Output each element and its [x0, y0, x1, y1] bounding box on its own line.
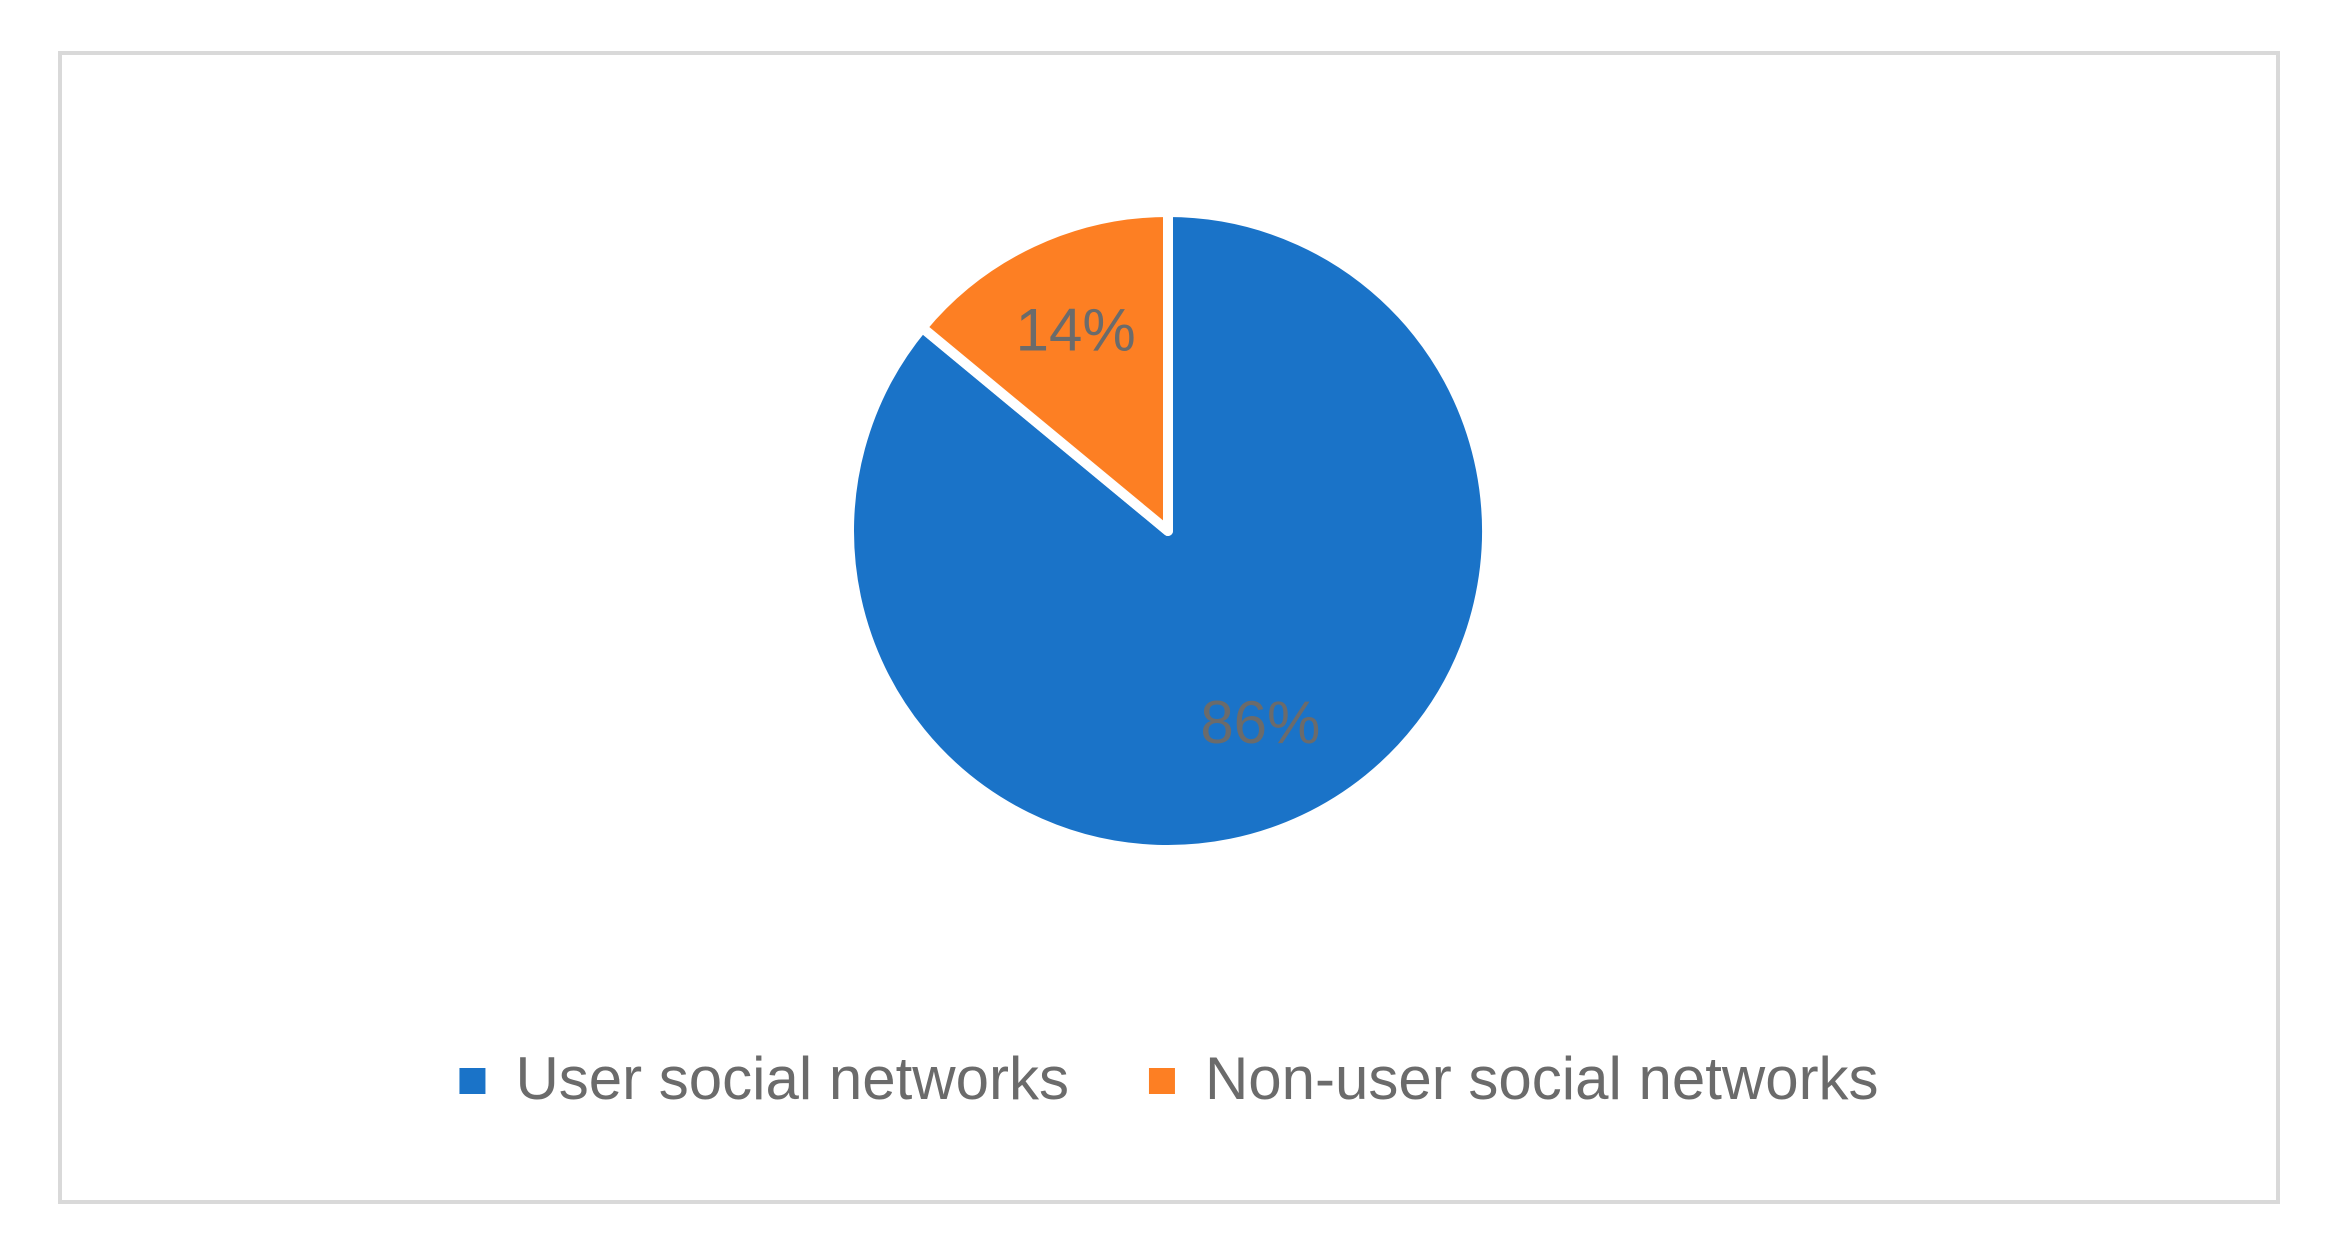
legend-label: User social networks: [515, 1045, 1069, 1112]
data-label: 86%: [1200, 689, 1320, 756]
legend-swatch: [459, 1068, 486, 1094]
legend-label: Non-user social networks: [1205, 1045, 1879, 1112]
data-label: 14%: [1016, 297, 1136, 364]
pie-slice: [917, 207, 1173, 536]
legend-swatch: [1148, 1068, 1175, 1094]
pie-slice: [844, 207, 1492, 855]
